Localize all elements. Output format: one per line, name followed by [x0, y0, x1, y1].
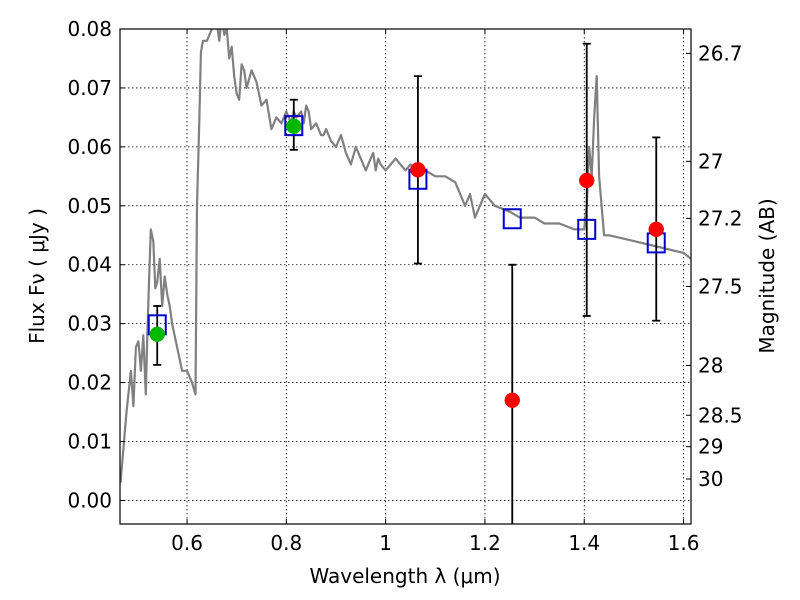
- x-tick-label: 1.4: [568, 531, 600, 555]
- right-tick-label: 30: [698, 467, 723, 491]
- grid: [120, 28, 691, 524]
- x-tick-label: 1.6: [668, 531, 700, 555]
- sed-line: [120, 29, 691, 483]
- y-axis: 0.00 0.01 0.02 0.03 0.04 0.05 0.06 0.07 0.08: [67, 17, 125, 512]
- y-tick-label: 0.05: [67, 194, 112, 218]
- optical-point: [286, 118, 302, 134]
- y-axis-label: Flux Fν ( μJy ): [25, 208, 49, 344]
- x-tick-label: 0.8: [270, 531, 302, 555]
- right-tick-label: 27.5: [698, 274, 743, 298]
- y-tick-label: 0.03: [67, 312, 112, 336]
- x-tick-label: 1: [379, 531, 392, 555]
- optical-point: [149, 326, 165, 342]
- nir-point: [648, 221, 664, 238]
- nir-point: [578, 172, 595, 189]
- x-axis-label: Wavelength λ (μm): [309, 564, 500, 588]
- model-square: [284, 115, 304, 137]
- y-tick-label: 0.04: [67, 253, 112, 277]
- right-tick-label: 29: [698, 435, 723, 459]
- y-tick-label: 0.06: [67, 135, 112, 159]
- right-axis-label: Magnitude (AB): [755, 198, 779, 353]
- right-tick-label: 26.7: [698, 41, 743, 65]
- y-tick-label: 0.02: [67, 371, 112, 395]
- model-square: [577, 218, 597, 240]
- marker-layer: [147, 115, 666, 408]
- y-tick-label: 0.01: [67, 430, 112, 454]
- nir-point: [410, 162, 426, 178]
- x-tick-label: 1.2: [469, 531, 501, 555]
- right-tick-label: 28.5: [698, 403, 743, 427]
- errorbar-layer: [153, 42, 661, 524]
- sed-layer: [120, 29, 691, 483]
- x-axis: 0.6 0.8 1 1.2 1.4 1.6: [171, 29, 699, 555]
- right-axis: 26.7 27 27.2 27.5 28 28.5 29 30: [686, 41, 743, 491]
- right-tick-label: 27: [698, 149, 723, 173]
- y-tick-label: 0.08: [67, 17, 112, 41]
- y-tick-label: 0.00: [67, 488, 112, 512]
- model-square: [502, 208, 522, 230]
- right-tick-label: 27.2: [698, 206, 743, 230]
- plot-frame: [119, 28, 692, 525]
- nir-point: [504, 392, 521, 408]
- x-tick-label: 0.6: [171, 531, 203, 555]
- right-tick-label: 28: [698, 353, 723, 377]
- y-tick-label: 0.07: [67, 76, 112, 100]
